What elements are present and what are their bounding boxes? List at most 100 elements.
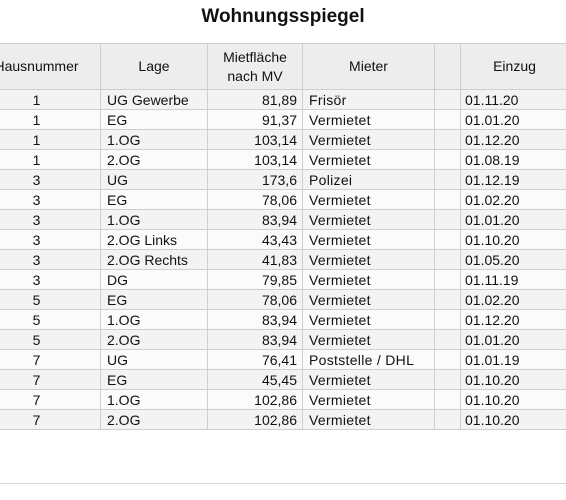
header-hausnummer: Hausnummer: [0, 43, 101, 90]
cell-lage: 1.OG: [100, 389, 208, 410]
cell-mietflaeche: 76,41: [207, 349, 303, 370]
cell-einzug: 01.01.19: [460, 349, 566, 370]
cell-mieter: Frisör: [302, 89, 435, 110]
cell-lage: 2.OG Rechts: [100, 249, 208, 270]
table-row: 5 1.OG 83,94 Vermietet 01.12.20: [0, 309, 566, 330]
table-row: 3 DG 79,85 Vermietet 01.11.19: [0, 269, 566, 290]
cell-mieter: Vermietet: [302, 409, 435, 430]
cell-mieter: Polizei: [302, 169, 435, 190]
cell-lage: UG: [100, 169, 208, 190]
cell-mietflaeche: 83,94: [207, 309, 303, 330]
cell-spacer: [434, 129, 461, 150]
cell-mietflaeche: 43,43: [207, 229, 303, 250]
cell-mieter: Vermietet: [302, 309, 435, 330]
cell-lage: 2.OG: [100, 329, 208, 350]
cell-hausnummer: 1: [0, 109, 101, 130]
cell-einzug: 01.10.20: [460, 409, 566, 430]
cell-spacer: [434, 269, 461, 290]
cell-hausnummer: 7: [0, 349, 101, 370]
cell-lage: DG: [100, 269, 208, 290]
table-row: 1 1.OG 103,14 Vermietet 01.12.20: [0, 129, 566, 150]
cell-hausnummer: 1: [0, 129, 101, 150]
cell-lage: UG: [100, 349, 208, 370]
cell-einzug: 01.10.20: [460, 369, 566, 390]
cell-spacer: [434, 149, 461, 170]
cell-spacer: [434, 289, 461, 310]
cell-hausnummer: 7: [0, 389, 101, 410]
cell-mieter: Vermietet: [302, 129, 435, 150]
cell-mietflaeche: 45,45: [207, 369, 303, 390]
cell-einzug: 01.11.20: [460, 89, 566, 110]
table-row: 7 1.OG 102,86 Vermietet 01.10.20: [0, 389, 566, 410]
cell-einzug: 01.01.20: [460, 329, 566, 350]
header-spacer: [434, 43, 461, 90]
cell-mieter: Vermietet: [302, 289, 435, 310]
header-einzug: Einzug: [460, 43, 566, 90]
cell-lage: 1.OG: [100, 209, 208, 230]
cell-spacer: [434, 169, 461, 190]
cell-hausnummer: 3: [0, 249, 101, 270]
table-row: 3 EG 78,06 Vermietet 01.02.20: [0, 189, 566, 210]
cell-einzug: 01.10.20: [460, 229, 566, 250]
table-row: 3 2.OG Rechts 41,83 Vermietet 01.05.20: [0, 249, 566, 270]
cell-lage: EG: [100, 189, 208, 210]
cell-spacer: [434, 89, 461, 110]
cell-spacer: [434, 329, 461, 350]
cell-mietflaeche: 102,86: [207, 409, 303, 430]
cell-hausnummer: 1: [0, 89, 101, 110]
table-row: 3 2.OG Links 43,43 Vermietet 01.10.20: [0, 229, 566, 250]
table-row: 3 1.OG 83,94 Vermietet 01.01.20: [0, 209, 566, 230]
cell-spacer: [434, 249, 461, 270]
cell-spacer: [434, 209, 461, 230]
cell-lage: 1.OG: [100, 309, 208, 330]
cell-mietflaeche: 102,86: [207, 389, 303, 410]
cell-hausnummer: 7: [0, 409, 101, 430]
page-title: Wohnungsspiegel: [201, 6, 365, 27]
cell-mieter: Vermietet: [302, 189, 435, 210]
cell-lage: UG Gewerbe: [100, 89, 208, 110]
cell-lage: 2.OG: [100, 149, 208, 170]
cell-einzug: 01.01.20: [460, 109, 566, 130]
cell-mieter: Vermietet: [302, 249, 435, 270]
table-row: 5 2.OG 83,94 Vermietet 01.01.20: [0, 329, 566, 350]
header-mietflaeche: Mietfläche nach MV: [207, 43, 303, 90]
cell-spacer: [434, 349, 461, 370]
cell-hausnummer: 3: [0, 209, 101, 230]
cell-mieter: Vermietet: [302, 149, 435, 170]
cell-einzug: 01.11.19: [460, 269, 566, 290]
cell-mietflaeche: 81,89: [207, 89, 303, 110]
table-row: 1 EG 91,37 Vermietet 01.01.20: [0, 109, 566, 130]
cell-mieter: Vermietet: [302, 369, 435, 390]
cell-spacer: [434, 369, 461, 390]
header-mietflaeche-line1: Mietfläche: [223, 48, 287, 65]
table-row: 1 2.OG 103,14 Vermietet 01.08.19: [0, 149, 566, 170]
cell-mietflaeche: 103,14: [207, 149, 303, 170]
cell-einzug: 01.05.20: [460, 249, 566, 270]
cell-lage: EG: [100, 369, 208, 390]
cell-mieter: Poststelle / DHL: [302, 349, 435, 370]
cell-lage: EG: [100, 289, 208, 310]
table-row: 7 UG 76,41 Poststelle / DHL 01.01.19: [0, 349, 566, 370]
cell-mietflaeche: 103,14: [207, 129, 303, 150]
table-row: 7 2.OG 102,86 Vermietet 01.10.20: [0, 409, 566, 430]
cell-hausnummer: 7: [0, 369, 101, 390]
cell-einzug: 01.08.19: [460, 149, 566, 170]
cell-spacer: [434, 389, 461, 410]
cell-mieter: Vermietet: [302, 209, 435, 230]
cell-hausnummer: 3: [0, 169, 101, 190]
table-row: 3 UG 173,6 Polizei 01.12.19: [0, 169, 566, 190]
cell-einzug: 01.12.20: [460, 129, 566, 150]
cell-hausnummer: 3: [0, 269, 101, 290]
header-lage: Lage: [100, 43, 208, 90]
cell-mieter: Vermietet: [302, 389, 435, 410]
cell-einzug: 01.02.20: [460, 289, 566, 310]
table-row: 1 UG Gewerbe 81,89 Frisör 01.11.20: [0, 89, 566, 110]
cell-spacer: [434, 109, 461, 130]
cell-hausnummer: 5: [0, 309, 101, 330]
cell-einzug: 01.10.20: [460, 389, 566, 410]
cell-spacer: [434, 409, 461, 430]
cell-mietflaeche: 78,06: [207, 289, 303, 310]
cell-hausnummer: 1: [0, 149, 101, 170]
cell-lage: 2.OG: [100, 409, 208, 430]
table-header-row: Hausnummer Lage Mietfläche nach MV Miete…: [0, 43, 566, 90]
